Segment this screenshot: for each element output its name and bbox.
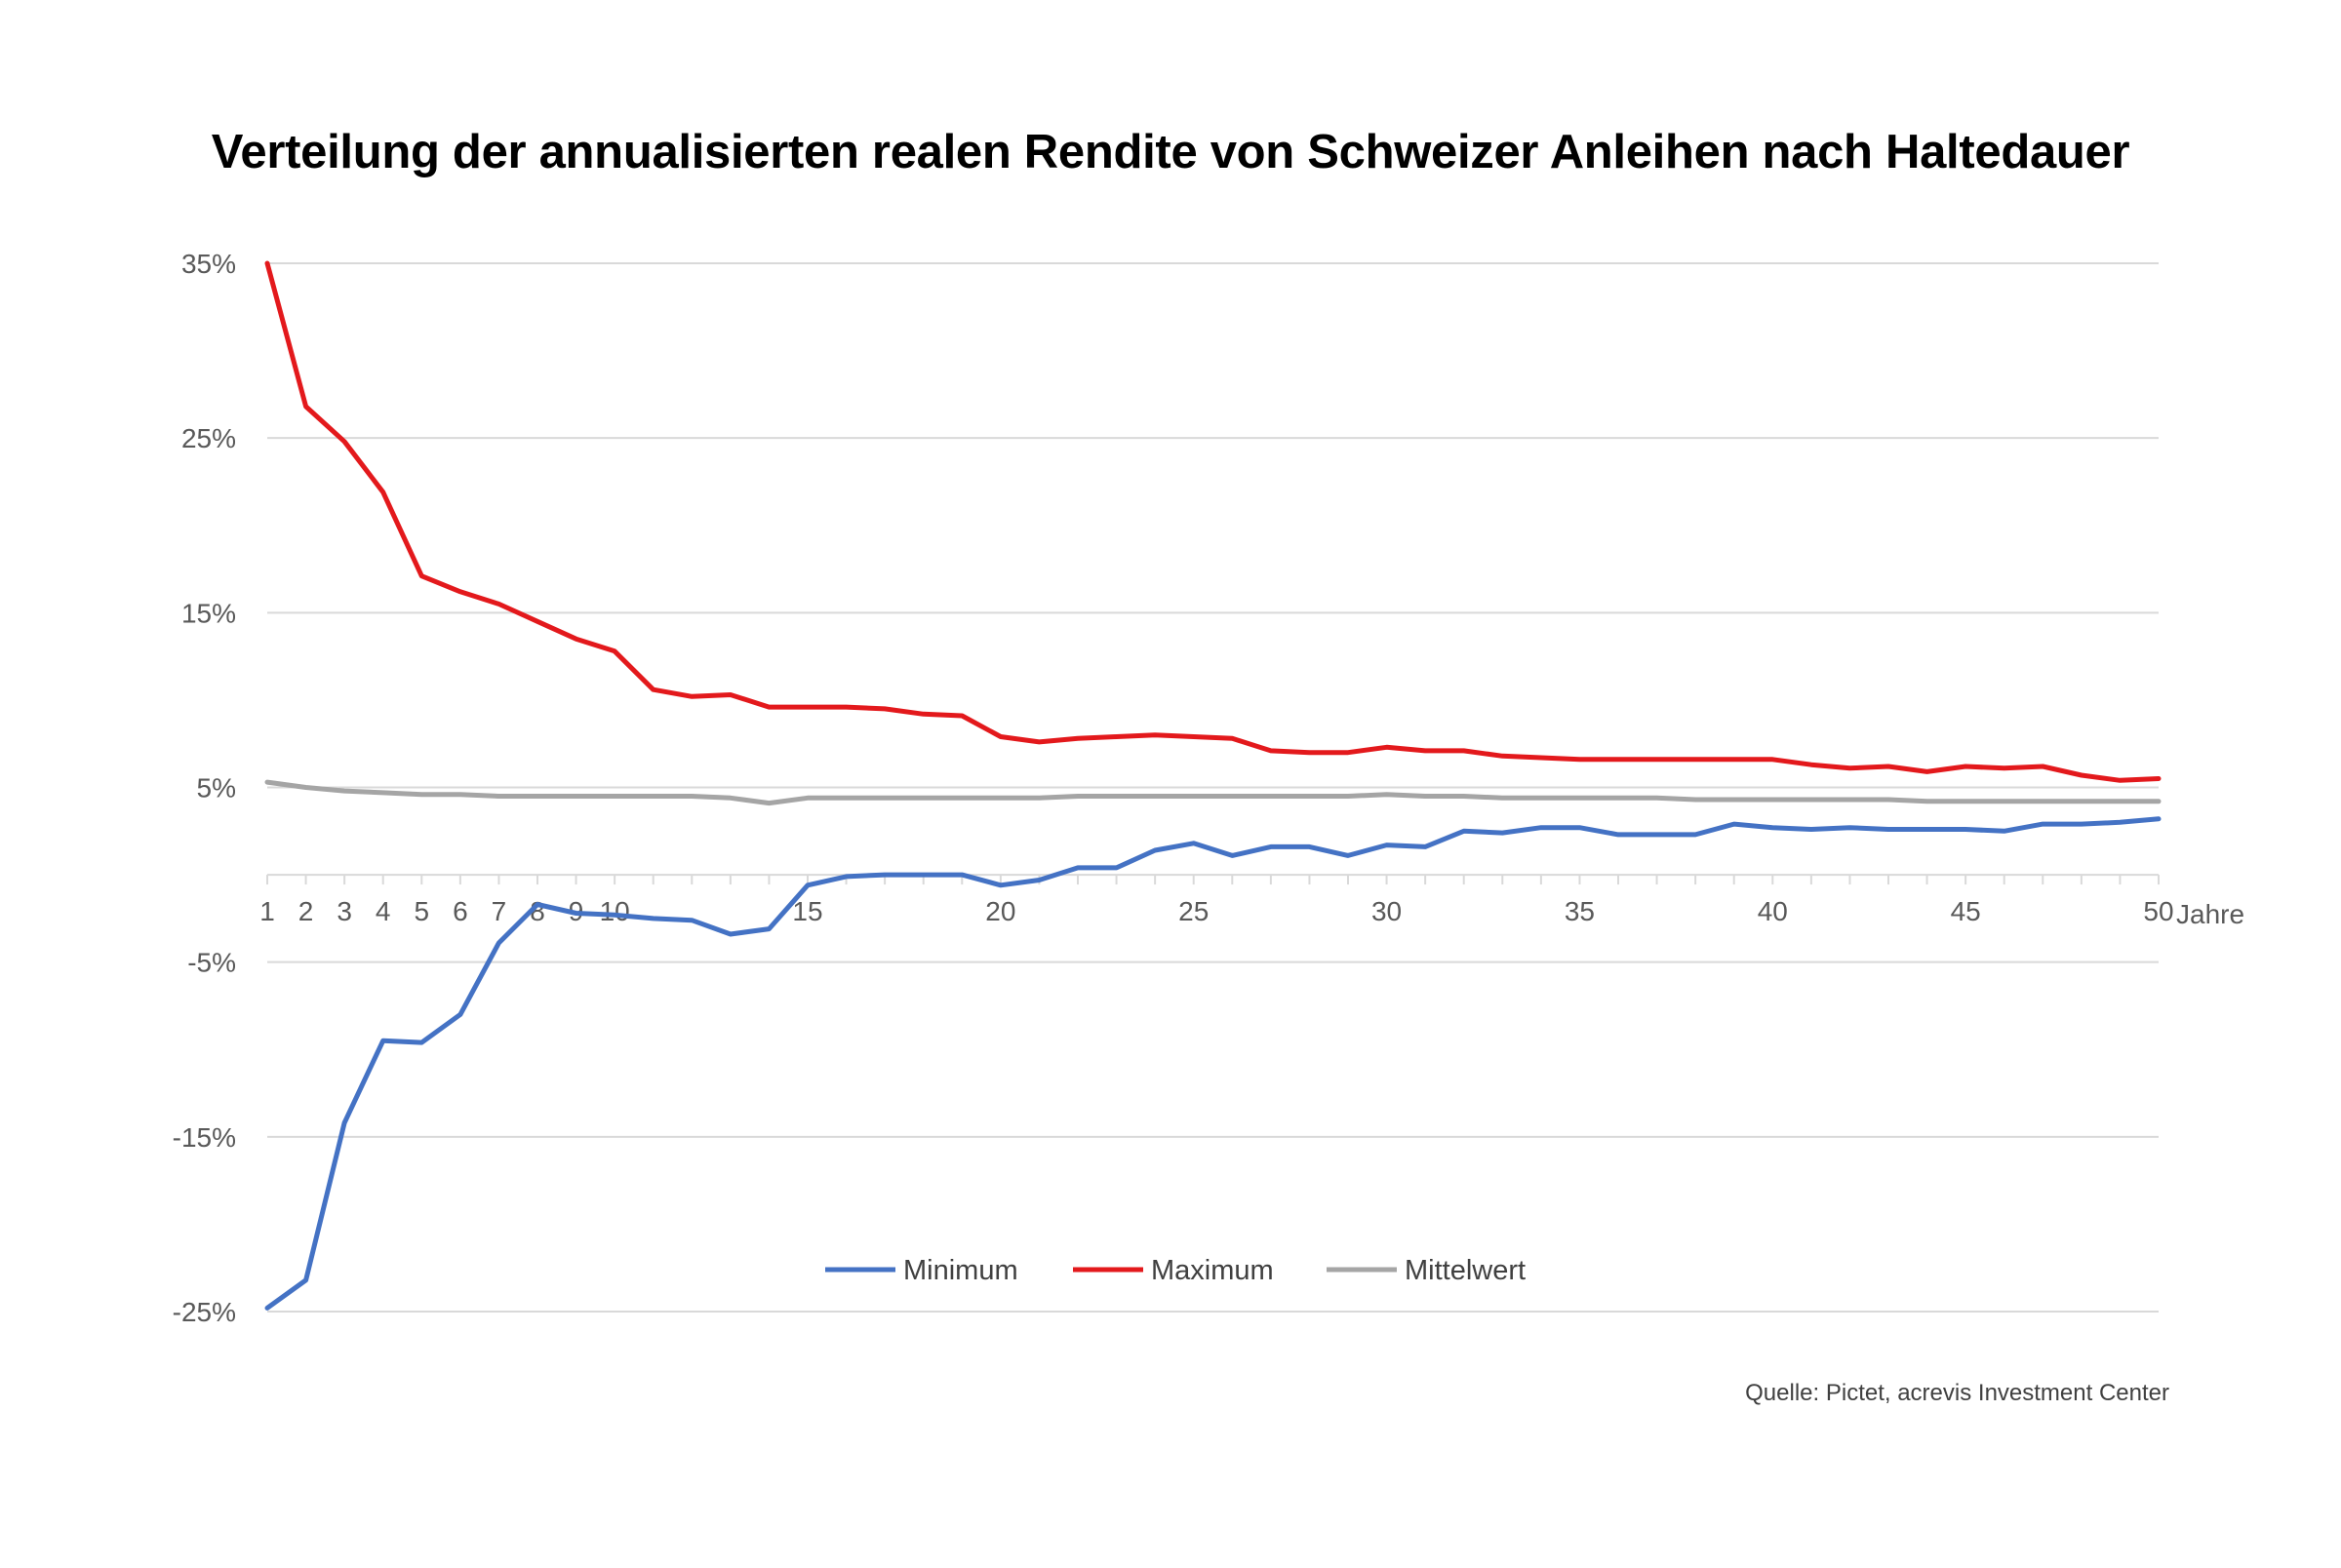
x-tick-label: 1 <box>259 896 275 926</box>
y-axis-ticks: 35% 25% 15% 5% -5% -15% -25% <box>173 249 236 1327</box>
y-tick-label: 15% <box>181 598 236 628</box>
x-axis-label: Jahre <box>2176 899 2244 929</box>
y-tick-label: 25% <box>181 423 236 453</box>
x-tick-label: 50 <box>2143 896 2173 926</box>
x-tick-label: 40 <box>1758 896 1788 926</box>
y-tick-label: -15% <box>173 1122 236 1153</box>
legend-label-maximum: Maximum <box>1151 1255 1274 1286</box>
x-tick-label: 6 <box>453 896 468 926</box>
series-lines <box>264 260 2162 1311</box>
y-tick-label: 5% <box>197 773 236 804</box>
y-tick-label: -5% <box>187 948 236 978</box>
legend: Minimum Maximum Mittelwert <box>825 1255 1526 1286</box>
x-tick-label: 15 <box>792 896 822 926</box>
series-line-maximum <box>264 260 2162 783</box>
chart-title: Verteilung der annualisierten realen Ren… <box>211 126 2130 178</box>
x-tick-label: 2 <box>298 896 314 926</box>
legend-label-minimum: Minimum <box>903 1255 1018 1286</box>
source-note: Quelle: Pictet, acrevis Investment Cente… <box>1745 1380 2169 1406</box>
grid-lines <box>267 262 2159 1313</box>
x-tick-label: 30 <box>1371 896 1402 926</box>
x-tick-label: 20 <box>985 896 1015 926</box>
series-line-minimum <box>264 816 2162 1311</box>
x-tick-label: 3 <box>337 896 352 926</box>
x-tick-label: 35 <box>1565 896 1595 926</box>
y-tick-label: -25% <box>173 1297 236 1327</box>
x-tick-label: 5 <box>414 896 429 926</box>
x-tick-label: 10 <box>600 896 630 926</box>
x-axis-ticks: 1 2 3 4 5 6 7 8 9 10 15 20 25 30 35 40 45 50 Jahre <box>259 896 2244 929</box>
legend-label-mittelwert: Mittelwert <box>1405 1255 1526 1286</box>
x-tick-label: 7 <box>492 896 507 926</box>
y-tick-label: 35% <box>181 249 236 279</box>
x-tick-label: 25 <box>1178 896 1209 926</box>
x-tick-label: 4 <box>376 896 391 926</box>
x-tick-label: 45 <box>1951 896 1981 926</box>
series-line-mittelwert <box>264 779 2162 806</box>
x-axis <box>266 874 2160 885</box>
